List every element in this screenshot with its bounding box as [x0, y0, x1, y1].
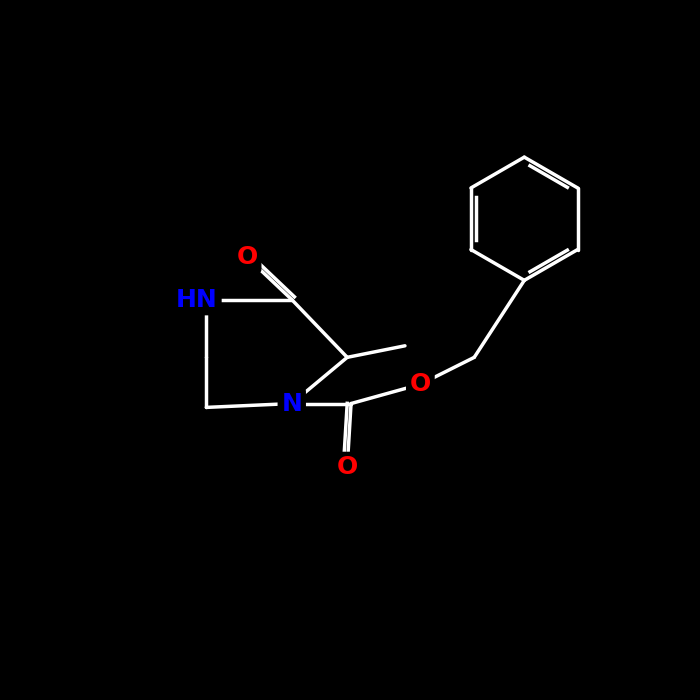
Text: HN: HN	[176, 288, 218, 312]
Text: N: N	[281, 391, 302, 416]
Text: O: O	[410, 372, 431, 396]
Text: O: O	[337, 456, 358, 480]
Text: O: O	[237, 245, 258, 270]
